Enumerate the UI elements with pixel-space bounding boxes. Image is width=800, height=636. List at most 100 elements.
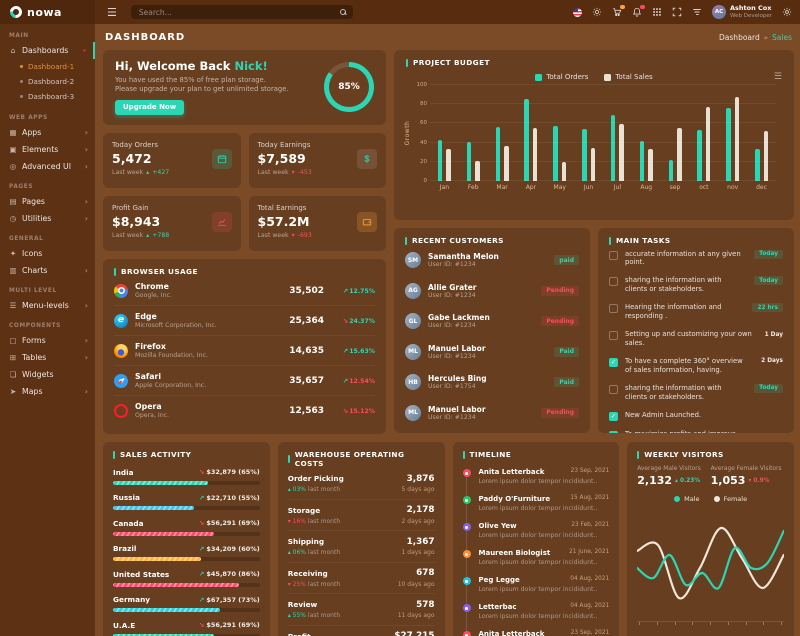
sidebar-item-advanced-ui[interactable]: ◎ Advanced UI › [0,158,95,175]
timeline-desc: Lorem ipsum dolor tempor incididunt.. [478,505,598,512]
filter-icon[interactable] [692,7,703,18]
y-tick-label: 20 [420,158,427,165]
sidebar-item-forms[interactable]: ▢ Forms › [0,332,95,349]
sales-value: ↗ $67,357 (73%) [198,595,260,604]
task-row: ✓ To have a complete 360° overview of sal… [609,352,783,379]
sales-row-u-a-e: U.A.E ↘ $56,291 (69%) [113,621,260,636]
language-flag-icon[interactable] [572,7,583,18]
browser-name: Firefox [135,342,166,352]
bar-total-sales [734,96,740,181]
sidebar-item-charts[interactable]: ▥ Charts › [0,262,95,279]
task-checkbox[interactable] [609,331,618,341]
bar-group-aug [632,85,661,181]
status-badge: Pending [541,285,579,296]
breadcrumb-dashboard[interactable]: Dashboard [719,33,760,42]
x-tick-label: sep [669,184,681,191]
sidebar-item-maps[interactable]: ➤ Maps › [0,383,95,400]
customer-info: Gabe Lackmen User ID: #1234 [428,313,490,329]
browser-usage-title: BROWSER USAGE [114,267,375,276]
chevron-icon: › [84,128,88,137]
user-name: Ashton Cox [729,4,772,13]
cost-name: Receiving [287,568,328,578]
brand-logo[interactable]: nowa [0,0,95,24]
sidebar-item-pages[interactable]: ▤ Pages › [0,193,95,210]
customer-user-id: User ID: #1234 [428,413,476,421]
warehouse-row-storage: Storage 2,178 ▾ 16% last month 2 days ago [287,500,435,531]
warehouse-costs-title: WAREHOUSE OPERATING COSTS [288,450,435,468]
task-checkbox[interactable] [609,250,618,260]
timeline-desc: Lorem ipsum dolor tempor incididunt.. [478,586,598,593]
sidebar-item-dashboard-3[interactable]: Dashboard-3 [0,89,95,104]
stat-info: Profit Gain $8,943 Last week ▴ +788 [112,204,169,243]
sidebar-section-label: PAGES [9,184,34,190]
pages-icon: ▤ [9,197,17,206]
customer-name: Manuel Labor [428,404,486,414]
browser-row-opera: Opera Opera, Inc. 12,563 ↘15.12% [114,396,375,425]
browser-info: Edge Microsoft Corporation, Inc. [135,312,217,328]
x-tick-label: oct [699,184,709,191]
sidebar-item-label: Elements [22,145,59,154]
brand-logo-icon [7,3,25,21]
timeline-date: 23 Feb, 2021 [571,522,610,528]
search-input[interactable] [136,6,340,18]
search-icon[interactable] [339,8,347,16]
sales-bar-fill [113,582,240,587]
search-bar[interactable] [130,5,353,19]
sidebar-item-utilities[interactable]: ◷ Utilities › [0,210,95,227]
legend-item-total-sales[interactable]: Total Sales [604,73,653,81]
user-menu[interactable]: AC Ashton Cox Web Developer [711,4,772,19]
chart-menu-icon[interactable]: ☰ [773,72,782,82]
sidebar-item-widgets[interactable]: ❏ Widgets [0,366,95,383]
customer-user-id: User ID: #1754 [428,383,476,391]
sidebar-item-tables[interactable]: ⊞ Tables › [0,349,95,366]
theme-sun-icon[interactable] [592,7,603,18]
legend-label: Total Sales [615,73,653,81]
timeline-dot-icon [462,523,471,531]
settings-gear-icon[interactable] [781,7,792,18]
sidebar-item-apps[interactable]: ▦ Apps › [0,124,95,141]
customer-avatar: HB [405,374,421,391]
bullet-icon [20,80,23,83]
task-due-badge: 2 Days [761,358,783,365]
bar-total-orders [697,130,702,181]
customer-info: Samantha Melon User ID: #1234 [428,252,499,268]
task-checkbox[interactable]: ✓ [609,357,618,367]
sidebar-item-dashboards[interactable]: ⌂ Dashboards › [0,42,95,59]
trend-down-icon: ↘ [198,468,205,476]
task-checkbox[interactable]: ✓ [609,411,618,421]
customer-name: Allie Grater [428,282,477,292]
task-checkbox[interactable] [609,384,618,394]
chart-bars [430,85,776,181]
elements-icon: ▣ [9,145,17,154]
utilities-icon: ◷ [9,214,17,223]
sidebar-item-dashboard-2[interactable]: Dashboard-2 [0,74,95,89]
task-checkbox[interactable] [609,277,618,287]
sidebar: MAIN ⌂ Dashboards › Dashboard-1 Dashboard-2 Da… [0,24,95,636]
apps-grid-icon[interactable] [652,7,663,18]
breadcrumb-sales[interactable]: Sales [772,33,792,42]
storage-donut-chart: 85% [324,62,374,112]
cart-icon[interactable] [612,4,625,18]
stat-delta: -693 [297,232,312,239]
gridline [430,160,776,162]
gridline [430,141,776,143]
fullscreen-icon[interactable] [672,7,683,18]
sidebar-item-elements[interactable]: ▣ Elements › [0,141,95,158]
upgrade-now-button[interactable]: Upgrade Now [115,99,185,115]
trend-up-icon: ↗ [198,544,205,553]
legend-item-total-orders[interactable]: Total Orders [535,73,588,81]
task-checkbox[interactable] [609,304,618,314]
task-checkbox[interactable]: ✓ [609,430,618,433]
warehouse-costs-card: WAREHOUSE OPERATING COSTS Order Picking 3… [277,442,445,636]
sidebar-toggle-icon[interactable]: ☰ [107,5,117,19]
timeline-row: Peg Legge 04 Aug, 2021 Lorem ipsum dolor t… [462,571,609,598]
timeline-name: Olive Yew [478,522,517,530]
legend-swatch [535,73,543,81]
gridline [430,180,776,181]
sidebar-item-menu-levels[interactable]: ☰ Menu-levels › [0,297,95,314]
browser-value: 14,635 [289,345,324,356]
sidebar-item-dashboard-1[interactable]: Dashboard-1 [0,59,95,74]
chevron-icon: › [84,266,88,275]
sidebar-item-icons[interactable]: ✦ Icons [0,245,95,262]
notifications-bell-icon[interactable] [632,4,645,18]
